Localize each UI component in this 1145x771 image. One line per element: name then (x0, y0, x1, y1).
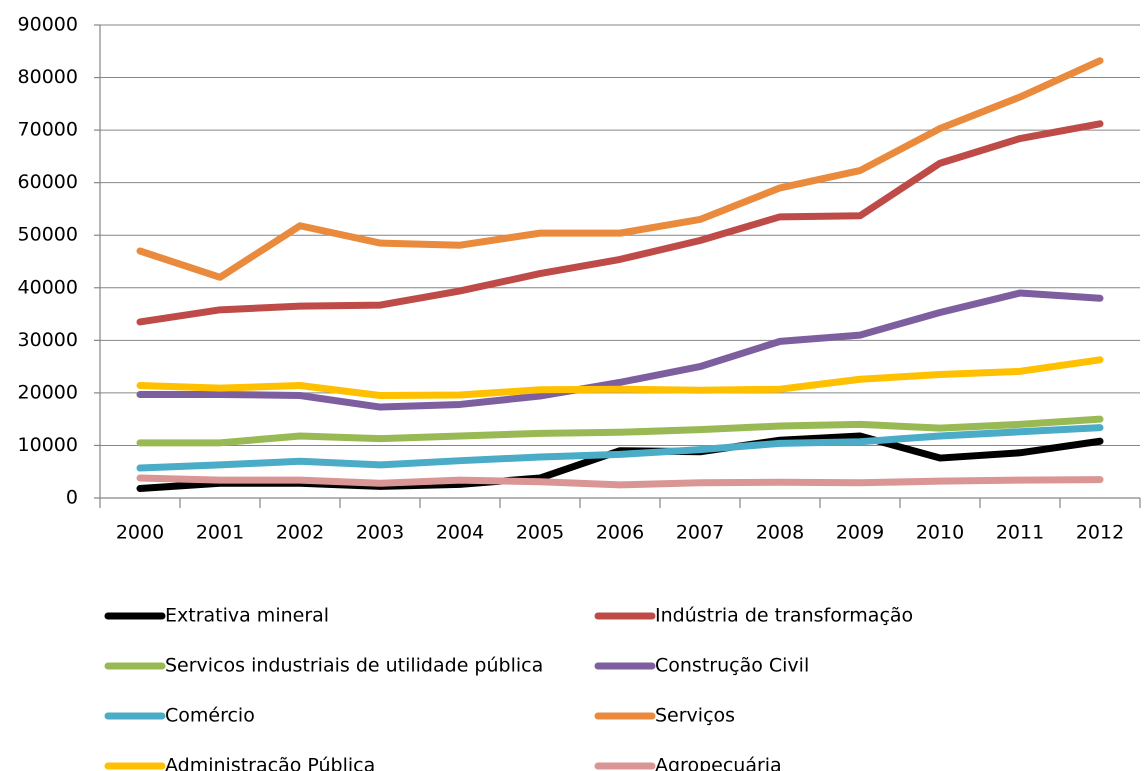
x-tick-label: 2004 (436, 522, 484, 544)
series-line (136, 356, 1104, 400)
series-line (136, 57, 1104, 281)
y-tick-label: 30000 (18, 329, 78, 351)
x-tick-label: 2008 (756, 522, 804, 544)
y-tick-label: 0 (66, 487, 78, 509)
series-line (136, 424, 1104, 472)
series-line (136, 289, 1104, 411)
y-tick-label: 90000 (18, 14, 78, 36)
y-tick-label: 40000 (18, 276, 78, 298)
y-tick-label: 50000 (18, 224, 78, 246)
x-tick-label: 2005 (516, 522, 564, 544)
x-tick-label: 2007 (676, 522, 724, 544)
series-line (136, 474, 1104, 489)
legend-label: Administração Pública (165, 755, 375, 771)
y-tick-label: 80000 (18, 66, 78, 88)
x-tick-label: 2006 (596, 522, 644, 544)
legend-label: Extrativa mineral (165, 605, 329, 627)
x-tick-label: 2009 (836, 522, 884, 544)
legend-label: Construção Civil (655, 655, 809, 677)
x-tick-label: 2011 (996, 522, 1044, 544)
x-tick-label: 2010 (916, 522, 964, 544)
legend-label: Indústria de transformação (655, 605, 913, 627)
x-tick-label: 2002 (276, 522, 324, 544)
x-tick-label: 2001 (196, 522, 244, 544)
y-tick-label: 70000 (18, 119, 78, 141)
series-line (136, 120, 1104, 326)
y-tick-label: 20000 (18, 381, 78, 403)
y-tick-label: 60000 (18, 171, 78, 193)
x-tick-label: 2003 (356, 522, 404, 544)
y-tick-label: 10000 (18, 434, 78, 456)
x-tick-label: 2000 (116, 522, 164, 544)
legend-label: Comércio (165, 705, 255, 727)
legend-label: Serviços (655, 705, 735, 727)
series-line (136, 415, 1104, 447)
x-tick-label: 2012 (1076, 522, 1124, 544)
legend-label: Agropecuária (655, 755, 782, 771)
legend-label: Servicos industriais de utilidade públic… (165, 655, 543, 677)
